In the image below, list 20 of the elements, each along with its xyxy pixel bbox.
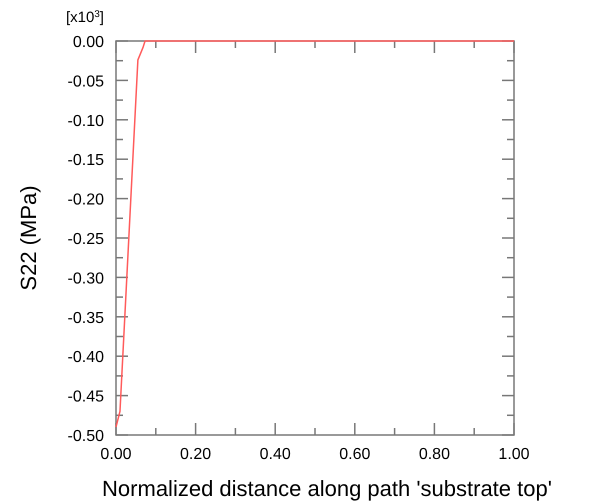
y-tick-label: -0.10 [68, 112, 104, 130]
y-tick-label: -0.40 [68, 349, 104, 366]
y-tick-label: -0.20 [68, 192, 104, 209]
y-tick-label: -0.25 [68, 231, 104, 248]
y-tick-label: -0.05 [68, 73, 104, 90]
y-tick-label: -0.30 [68, 270, 104, 288]
x-tick-label: 0.40 [260, 446, 291, 463]
y-tick-label: -0.50 [68, 428, 104, 445]
x-tick-label: 0.60 [339, 446, 370, 463]
x-tick-label: 0.20 [180, 446, 212, 463]
y-tick-label: -0.35 [68, 310, 104, 327]
text: [x10$^{3}$] [66, 8, 104, 26]
y-tick-label: 0.00 [72, 34, 104, 51]
x-tick-label: 1.00 [498, 446, 530, 463]
y-tick-label: -0.15 [68, 152, 104, 170]
x-tick-label: 0.80 [418, 446, 450, 463]
x-axis-title: Normalized distance along path 'substrate top' [102, 476, 552, 501]
y-tick-label: -0.45 [68, 388, 104, 406]
y-axis-title: S22 (MPa) [16, 185, 41, 291]
x-tick-label: 0.00 [100, 446, 132, 463]
